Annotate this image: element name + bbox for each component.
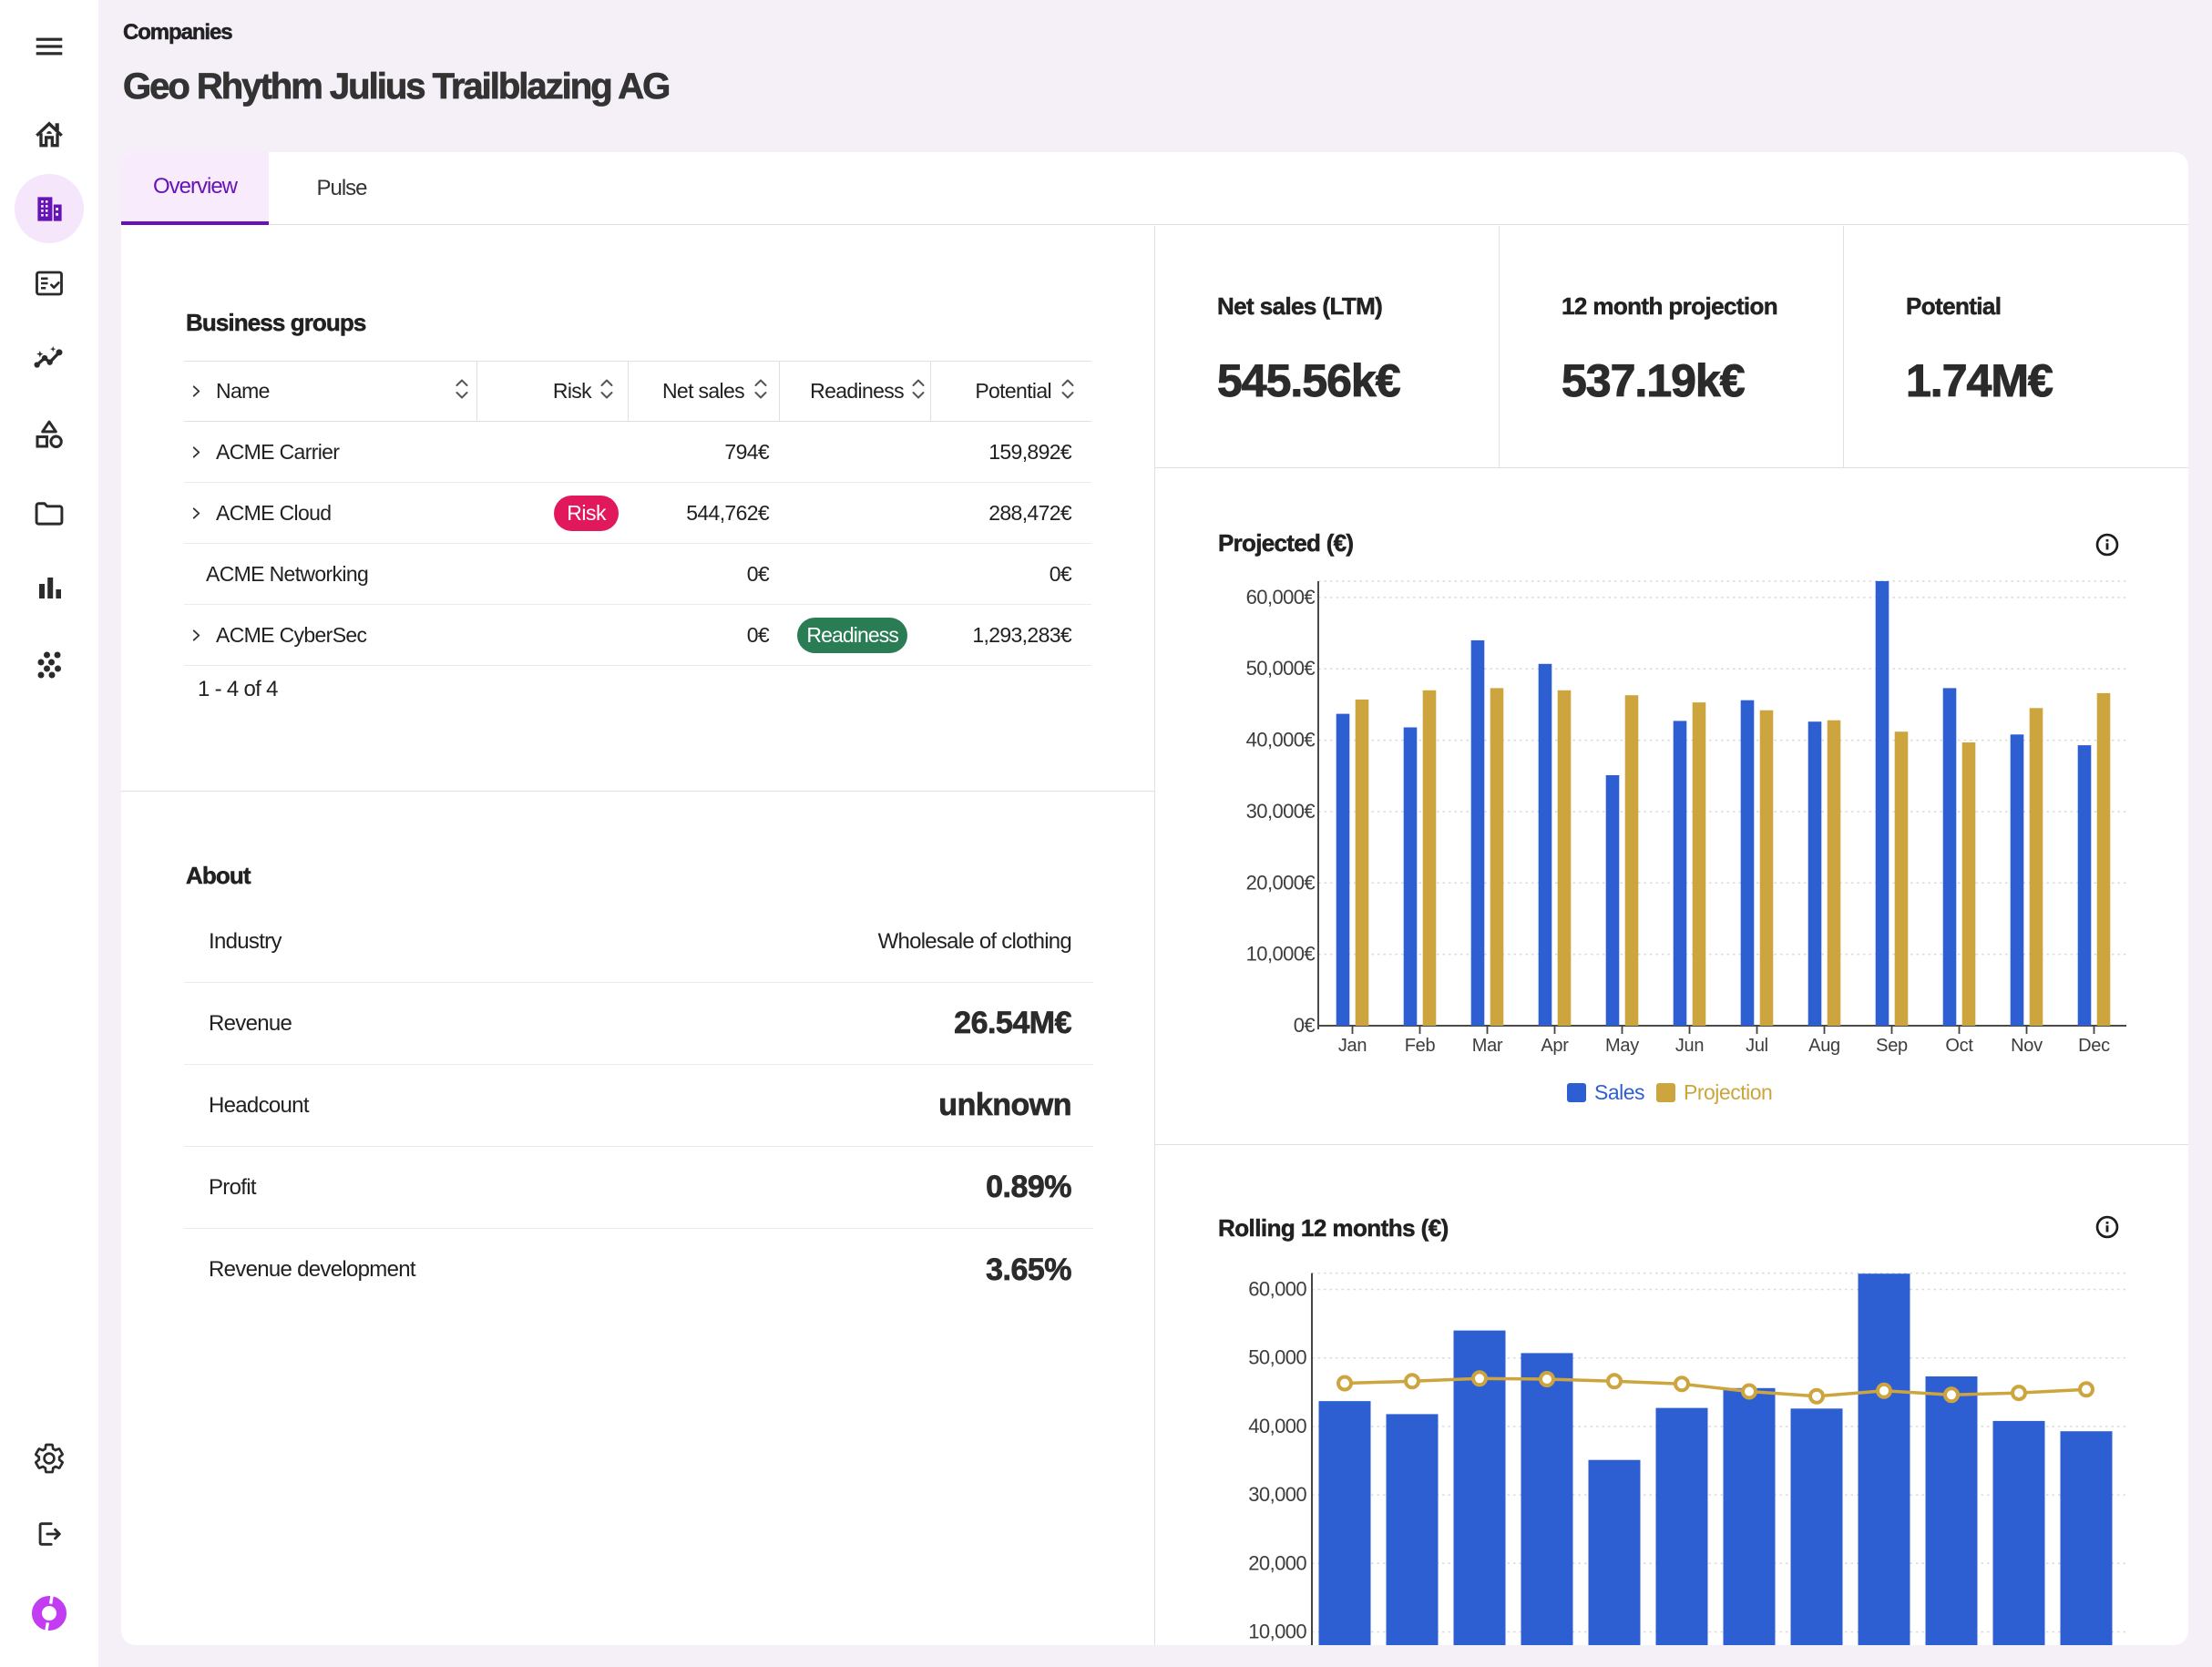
svg-text:50,000€: 50,000€ <box>1246 657 1316 680</box>
svg-text:Sales: Sales <box>1594 1080 1644 1104</box>
svg-text:60,000: 60,000 <box>1248 1278 1306 1301</box>
svg-text:30,000: 30,000 <box>1248 1483 1306 1506</box>
svg-text:Mar: Mar <box>1472 1036 1503 1056</box>
svg-text:40,000: 40,000 <box>1248 1415 1306 1437</box>
svg-text:60,000€: 60,000€ <box>1246 586 1316 609</box>
svg-text:20,000€: 20,000€ <box>1246 871 1316 894</box>
svg-text:20,000: 20,000 <box>1248 1551 1306 1574</box>
svg-text:10,000: 10,000 <box>1248 1621 1306 1643</box>
svg-text:0€: 0€ <box>1294 1014 1316 1037</box>
svg-text:Sep: Sep <box>1876 1036 1908 1056</box>
svg-text:Projection: Projection <box>1684 1080 1772 1104</box>
svg-text:Jan: Jan <box>1338 1036 1367 1056</box>
svg-text:May: May <box>1605 1036 1639 1056</box>
svg-text:Oct: Oct <box>1945 1036 1973 1056</box>
svg-text:40,000€: 40,000€ <box>1246 729 1316 752</box>
svg-text:Jul: Jul <box>1746 1036 1768 1056</box>
svg-text:Nov: Nov <box>2011 1036 2043 1056</box>
svg-text:Apr: Apr <box>1541 1036 1569 1056</box>
svg-text:Jun: Jun <box>1675 1036 1704 1056</box>
svg-text:Feb: Feb <box>1405 1036 1436 1056</box>
svg-text:10,000€: 10,000€ <box>1246 943 1316 966</box>
svg-text:50,000: 50,000 <box>1248 1346 1306 1369</box>
svg-text:30,000€: 30,000€ <box>1246 800 1316 823</box>
svg-text:Dec: Dec <box>2078 1036 2110 1056</box>
svg-text:Aug: Aug <box>1808 1036 1840 1056</box>
